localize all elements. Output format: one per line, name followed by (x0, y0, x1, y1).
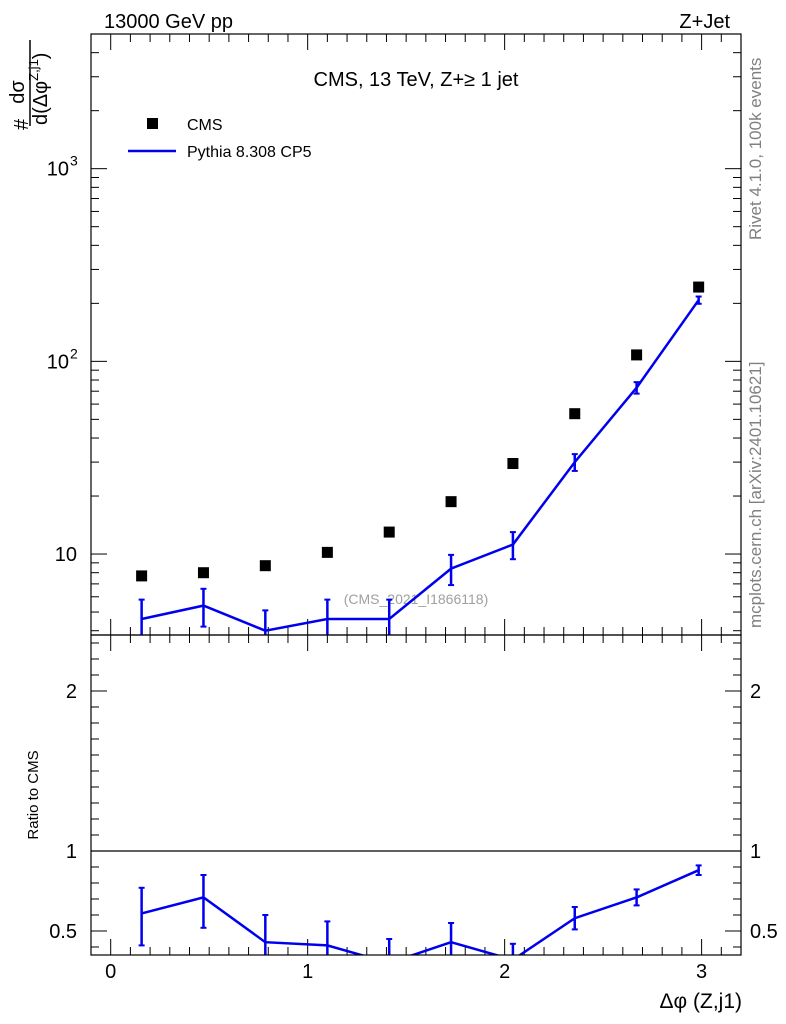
cms-data-point (693, 281, 705, 293)
main-y-tick-label: 10 (55, 544, 77, 566)
main-y-tick-label: 10 (47, 351, 69, 373)
x-tick-label: 1 (302, 961, 313, 983)
ratio-y-tick-label-right: 2 (750, 681, 761, 703)
ratio-panel-marks (91, 850, 741, 955)
main-y-axis-label: # dσ d(ΔφZ,j1) (7, 40, 52, 130)
x-tick-label: 2 (499, 961, 510, 983)
legend-mc-label: Pythia 8.308 CP5 (187, 144, 312, 161)
legend: CMS Pythia 8.308 CP5 (128, 117, 312, 161)
cms-data-point (445, 496, 457, 508)
legend-cms-label: CMS (187, 117, 223, 134)
cms-data-point (383, 526, 395, 538)
ratio-y-tick-label-left: 2 (66, 681, 77, 703)
ratio-y-tick-label-left: 1 (66, 841, 77, 863)
x-tick-label: 0 (105, 961, 116, 983)
x-tick-label: 3 (696, 961, 707, 983)
main-y-tick-exponent: 2 (70, 345, 78, 361)
analysis-id-label: (CMS_2021_I1866118) (344, 591, 489, 607)
mc-series-line (141, 299, 700, 633)
header-left-label: 13000 GeV pp (104, 11, 233, 33)
legend-cms-marker (147, 118, 158, 129)
ratio-y-axis-label: Ratio to CMS (25, 750, 42, 839)
cms-data-point (321, 546, 333, 558)
cms-data-point (569, 408, 581, 420)
rivet-version-label: Rivet 4.1.0, 100k events (746, 58, 765, 240)
ratio-y-tick-label-left: 0.5 (49, 921, 77, 943)
main-y-tick-exponent: 3 (70, 153, 78, 169)
y-label-close: ) (30, 53, 52, 60)
ratio-y-tick-label-right: 1 (750, 841, 761, 863)
ratio-panel-frame (90, 634, 742, 956)
cms-data-point (631, 349, 643, 361)
cms-data-point (507, 458, 519, 470)
main-y-tick-label: 10 (47, 159, 69, 181)
y-label-denominator: d(Δφ (30, 81, 52, 125)
y-label-numerator: dσ (7, 80, 29, 104)
main-axis-ticks (90, 33, 742, 635)
cms-data-point (197, 567, 209, 579)
ratio-axis-ticks (90, 635, 742, 955)
ratio-y-tick-label-right: 0.5 (750, 921, 778, 943)
cms-data-point (259, 560, 271, 572)
ratio-series-line (141, 869, 700, 955)
main-panel-marks (136, 281, 705, 635)
mcplots-label: mcplots.cern.ch [arXiv:2401.10621] (746, 362, 765, 628)
plot-title: CMS, 13 TeV, Z+≥ 1 jet (314, 69, 519, 91)
svg-text:d(ΔφZ,j1): d(ΔφZ,j1) (26, 53, 52, 125)
cms-data-point (136, 570, 148, 582)
x-axis-label: Δφ (Z,j1) (660, 990, 742, 1013)
header-right-label: Z+Jet (679, 11, 730, 33)
y-label-hash: # (11, 118, 33, 130)
y-label-superscript: Z,j1 (26, 59, 41, 81)
